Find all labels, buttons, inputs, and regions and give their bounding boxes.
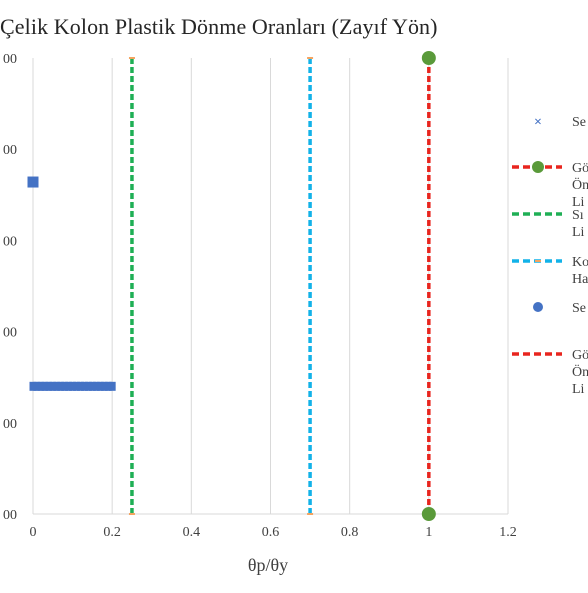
chart-title: Çelik Kolon Plastik Dönme Oranları (Zayı… (0, 14, 438, 39)
data-point-square (65, 381, 73, 391)
data-point-square (49, 381, 57, 391)
data-point-square (80, 381, 88, 391)
data-point-square (73, 381, 81, 391)
legend-marker-dot (533, 302, 543, 312)
data-point-square (29, 381, 37, 391)
data-point-square (41, 381, 49, 391)
legend-marker-x: × (534, 115, 542, 130)
data-point-square (33, 381, 41, 391)
data-point-square (53, 381, 61, 391)
x-tick-label: 0.8 (341, 525, 359, 540)
legend-label: Sı (572, 208, 584, 223)
legend-label: Gö (572, 348, 588, 363)
y-tick-label: 00 (3, 508, 17, 523)
data-point-square (77, 381, 84, 391)
legend-label: Ön (572, 176, 588, 193)
data-point-circle (421, 507, 436, 521)
y-tick-label: 00 (3, 234, 17, 249)
legend-label: Se (572, 301, 586, 316)
y-tick-label: 00 (3, 326, 17, 341)
legend-marker-circle (532, 161, 544, 173)
x-axis-title: θp/θy (248, 555, 288, 575)
data-point-square (69, 381, 77, 391)
data-point-square (37, 381, 45, 391)
legend-label: Ha (572, 272, 588, 287)
data-point-square (57, 381, 65, 391)
legend-label: Li (572, 382, 585, 397)
data-point-square (61, 381, 69, 391)
data-point-square (84, 381, 92, 391)
data-point-circle (421, 51, 436, 65)
x-tick-label: 0 (30, 525, 37, 540)
legend-label: Gö (572, 161, 588, 176)
data-point-square (88, 381, 96, 391)
data-point-square (104, 381, 112, 391)
x-tick-label: 1 (425, 525, 432, 540)
y-tick-label: 00 (3, 143, 17, 158)
x-tick-label: 0.6 (262, 525, 280, 540)
data-point-square (100, 381, 108, 391)
x-tick-label: 0.4 (183, 525, 201, 540)
x-tick-label: 0.2 (103, 525, 121, 540)
y-tick-label: 00 (3, 417, 17, 432)
data-point-square (108, 381, 116, 391)
y-tick-label: 00 (3, 52, 17, 67)
legend-label: Se (572, 115, 586, 130)
legend-label: Ön (572, 363, 588, 380)
legend-label: Ko (572, 255, 588, 270)
legend-label: Li (572, 225, 585, 240)
data-point-square (27, 176, 39, 188)
x-tick-label: 1.2 (499, 525, 517, 540)
data-point-square (96, 381, 104, 391)
data-point-square (45, 381, 53, 391)
legend-label: Li (572, 195, 585, 210)
data-point-square (92, 381, 100, 391)
